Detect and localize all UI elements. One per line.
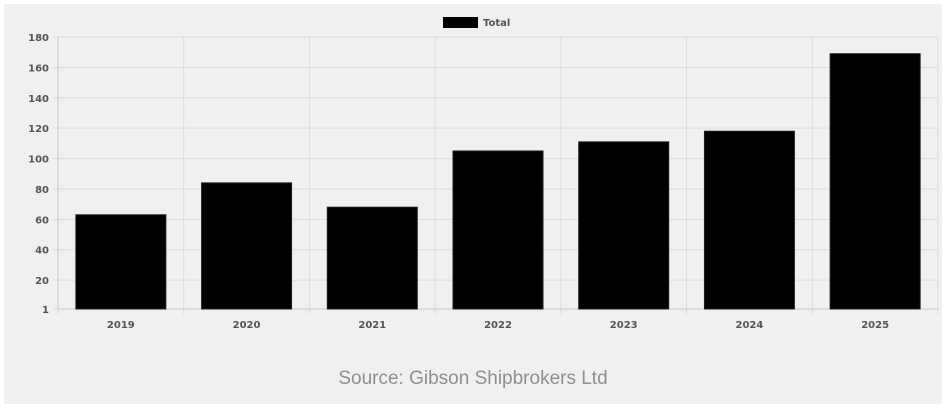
y-tick-label: 180 (28, 33, 49, 44)
legend: Total (443, 17, 510, 29)
x-tick-label: 2022 (484, 320, 512, 331)
x-tick-label: 2025 (861, 320, 889, 331)
x-axis-ticks: 2019 2020 2021 2022 2023 2024 2025 (107, 320, 889, 331)
y-tick-label: 20 (35, 276, 49, 287)
source-caption: Source: Gibson Shipbrokers Ltd (338, 368, 608, 389)
y-tick-label: 60 (35, 215, 49, 226)
bar-2020[interactable] (201, 182, 293, 310)
x-tick-label: 2021 (358, 320, 386, 331)
y-tick-label: 160 (28, 63, 49, 74)
bars (75, 53, 921, 310)
x-tick-label: 2019 (107, 320, 135, 331)
y-tick-label: 100 (28, 155, 49, 166)
bar-2019[interactable] (75, 214, 167, 310)
y-tick-label: 120 (28, 124, 49, 135)
bar-2024[interactable] (703, 130, 795, 310)
legend-swatch-total[interactable] (443, 17, 478, 28)
y-tick-label: 80 (35, 185, 49, 196)
bar-2025[interactable] (829, 53, 921, 310)
bar-2022[interactable] (452, 150, 544, 310)
x-tick-label: 2023 (610, 320, 638, 331)
x-tick-label: 2024 (736, 320, 764, 331)
bar-2021[interactable] (326, 206, 418, 310)
y-tick-label: 1 (42, 305, 49, 316)
bar-2023[interactable] (578, 141, 670, 310)
legend-label-total[interactable]: Total (483, 18, 510, 29)
y-tick-label: 40 (35, 246, 49, 257)
y-tick-label: 140 (28, 94, 49, 105)
x-tick-label: 2020 (233, 320, 261, 331)
